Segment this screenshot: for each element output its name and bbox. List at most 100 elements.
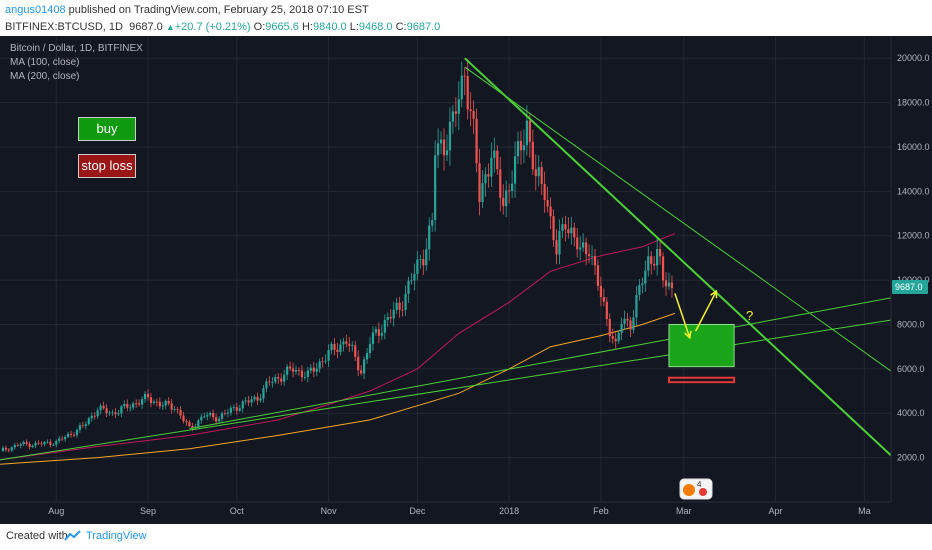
candle[interactable] bbox=[528, 113, 531, 158]
candle[interactable] bbox=[69, 430, 73, 438]
candle[interactable] bbox=[487, 163, 490, 188]
zones[interactable] bbox=[667, 323, 736, 384]
candle[interactable] bbox=[309, 364, 312, 374]
candle[interactable] bbox=[146, 389, 150, 401]
candle[interactable] bbox=[286, 364, 289, 381]
candle[interactable] bbox=[442, 128, 446, 171]
candle[interactable] bbox=[635, 286, 638, 326]
candle[interactable] bbox=[333, 337, 336, 356]
candle[interactable] bbox=[152, 399, 156, 405]
candle[interactable] bbox=[161, 401, 164, 410]
candle[interactable] bbox=[632, 309, 635, 334]
candle[interactable] bbox=[321, 356, 324, 368]
candle[interactable] bbox=[143, 390, 147, 403]
candle[interactable] bbox=[431, 212, 434, 232]
candle[interactable] bbox=[256, 392, 259, 406]
candle[interactable] bbox=[46, 439, 49, 444]
candle[interactable] bbox=[277, 373, 280, 384]
candle[interactable] bbox=[596, 259, 600, 291]
candle[interactable] bbox=[354, 340, 357, 361]
candle[interactable] bbox=[540, 161, 543, 195]
candle[interactable] bbox=[209, 411, 212, 418]
candle[interactable] bbox=[55, 439, 58, 448]
candle[interactable] bbox=[229, 405, 232, 416]
candle[interactable] bbox=[629, 316, 632, 338]
candle[interactable] bbox=[330, 341, 333, 355]
candle[interactable] bbox=[306, 366, 309, 383]
candle[interactable] bbox=[614, 332, 617, 349]
candle[interactable] bbox=[4, 445, 8, 452]
candle[interactable] bbox=[342, 337, 345, 352]
candle[interactable] bbox=[117, 409, 120, 417]
candle[interactable] bbox=[268, 376, 271, 386]
buy-zone[interactable] bbox=[668, 323, 735, 368]
candle[interactable] bbox=[291, 362, 295, 378]
candle[interactable] bbox=[389, 309, 392, 324]
candle[interactable] bbox=[93, 412, 96, 420]
candle[interactable] bbox=[226, 408, 230, 418]
candle[interactable] bbox=[155, 398, 158, 407]
candle[interactable] bbox=[238, 404, 241, 413]
candle[interactable] bbox=[570, 216, 573, 245]
candle[interactable] bbox=[43, 441, 46, 447]
candle[interactable] bbox=[552, 209, 555, 247]
candle[interactable] bbox=[149, 392, 153, 408]
candle[interactable] bbox=[324, 354, 327, 364]
candle[interactable] bbox=[484, 167, 487, 197]
candle[interactable] bbox=[360, 365, 363, 376]
candle[interactable] bbox=[158, 397, 161, 410]
candle[interactable] bbox=[481, 170, 484, 208]
stop-loss-zone[interactable] bbox=[667, 376, 736, 384]
candle[interactable] bbox=[368, 336, 372, 359]
candle[interactable] bbox=[664, 272, 668, 296]
arrow[interactable] bbox=[674, 293, 692, 340]
candle[interactable] bbox=[383, 314, 386, 340]
candle[interactable] bbox=[661, 252, 665, 288]
candle[interactable] bbox=[499, 156, 502, 212]
candle[interactable] bbox=[641, 277, 644, 294]
legend-ma100[interactable]: MA (100, close) bbox=[10, 57, 79, 68]
candle[interactable] bbox=[650, 250, 653, 275]
trendline[interactable] bbox=[0, 319, 892, 461]
candle[interactable] bbox=[434, 140, 437, 232]
candle[interactable] bbox=[425, 238, 428, 271]
candle[interactable] bbox=[478, 148, 481, 216]
candle[interactable] bbox=[490, 142, 493, 187]
trendline[interactable] bbox=[464, 57, 892, 457]
candle[interactable] bbox=[386, 312, 389, 328]
candle[interactable] bbox=[647, 246, 650, 277]
candle[interactable] bbox=[463, 67, 466, 96]
candle[interactable] bbox=[283, 369, 286, 386]
candle[interactable] bbox=[31, 444, 34, 449]
candle[interactable] bbox=[271, 376, 274, 388]
candle[interactable] bbox=[448, 107, 452, 166]
candle[interactable] bbox=[638, 279, 641, 301]
candle[interactable] bbox=[108, 410, 111, 416]
candle[interactable] bbox=[81, 421, 84, 428]
candle[interactable] bbox=[348, 337, 351, 353]
legend-ma200[interactable]: MA (200, close) bbox=[10, 71, 79, 82]
candle[interactable] bbox=[37, 440, 40, 445]
candle[interactable] bbox=[401, 301, 404, 317]
candle[interactable] bbox=[505, 180, 508, 218]
candle[interactable] bbox=[75, 428, 79, 438]
candle[interactable] bbox=[212, 409, 215, 421]
candle[interactable] bbox=[105, 404, 108, 418]
candle[interactable] bbox=[564, 215, 567, 242]
candle[interactable] bbox=[129, 404, 132, 412]
candle[interactable] bbox=[472, 100, 475, 134]
candle[interactable] bbox=[392, 301, 395, 327]
candle[interactable] bbox=[537, 155, 540, 187]
trendline[interactable] bbox=[464, 66, 892, 372]
tradingview-link[interactable]: TradingView bbox=[86, 530, 147, 542]
candle[interactable] bbox=[232, 404, 235, 411]
candle[interactable] bbox=[513, 141, 517, 199]
candle[interactable] bbox=[1, 445, 5, 453]
candle[interactable] bbox=[262, 385, 265, 403]
candle[interactable] bbox=[250, 395, 253, 407]
candle[interactable] bbox=[608, 313, 611, 343]
candle[interactable] bbox=[670, 275, 674, 298]
candle[interactable] bbox=[235, 402, 238, 415]
candle[interactable] bbox=[52, 442, 55, 446]
candle[interactable] bbox=[87, 416, 90, 426]
